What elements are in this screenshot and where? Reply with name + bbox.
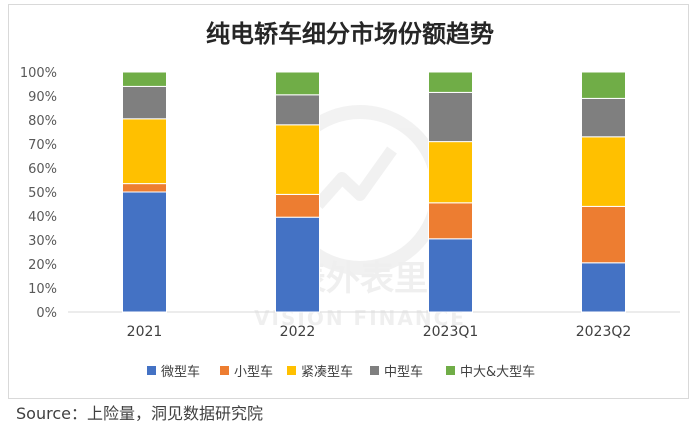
bar-segment [275,216,320,313]
y-tick-label: 60% [28,162,57,177]
bar-segment [275,94,320,126]
legend-swatch [147,366,156,375]
bar-segment [428,91,473,143]
legend-label: 中大&大型车 [460,364,535,380]
y-tick-label: 70% [28,138,57,153]
y-tick-label: 100% [20,66,57,81]
legend-label: 小型车 [234,364,273,380]
y-tick-label: 10% [28,282,57,297]
bar-segment [581,262,626,313]
x-tick-label: 2021 [127,324,163,340]
bar-segment [275,71,320,96]
y-axis: 0% 10% 20% 30% 40% 50% 60% 70% 80% 90% 100% [20,66,57,321]
y-tick-label: 30% [28,234,57,249]
bar-segment [581,136,626,207]
y-tick-label: 90% [28,90,57,105]
bar-segment [275,193,320,218]
bar-segment [581,71,626,99]
x-tick-label: 2023Q2 [576,324,632,340]
x-tick-label: 2023Q1 [423,324,479,340]
y-tick-label: 40% [28,210,57,225]
source-note: Source：上险量，洞见数据研究院 [16,404,263,423]
legend-label: 微型车 [161,364,200,380]
bar-segment [122,118,167,185]
legend-label: 中型车 [384,364,423,380]
bars [122,71,626,313]
legend-label: 紧凑型车 [301,364,353,380]
bar-segment [122,191,167,313]
bar-segment [428,238,473,313]
legend-swatch [370,366,379,375]
legend-swatch [220,366,229,375]
bar-segment [581,205,626,264]
y-tick-label: 20% [28,258,57,273]
bar-segment [428,141,473,204]
bar-segment [275,124,320,195]
legend-swatch [287,366,296,375]
legend-swatch [446,366,455,375]
chart-title: 纯电轿车细分市场份额趋势 [206,20,494,48]
y-tick-label: 80% [28,114,57,129]
bar-segment [122,71,167,87]
chart-frame [8,4,689,399]
bar-segment [428,202,473,240]
bar-segment [428,71,473,93]
bar-segment [122,183,167,193]
x-tick-label: 2022 [280,324,316,340]
y-tick-label: 0% [36,306,57,321]
legend: 微型车 小型车 紧凑型车 中型车 中大&大型车 [147,364,535,380]
y-tick-label: 50% [28,186,57,201]
bar-segment [581,97,626,138]
x-axis-labels: 2021 2022 2023Q1 2023Q2 [127,324,632,340]
bar-segment [122,85,167,120]
